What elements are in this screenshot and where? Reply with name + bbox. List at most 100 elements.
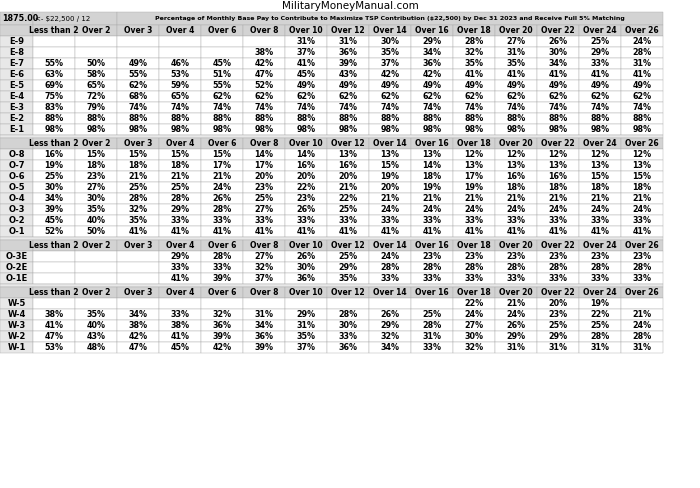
Text: 22%: 22% (590, 310, 610, 319)
Text: 16%: 16% (339, 161, 358, 170)
Bar (285, 273, 327, 284)
Text: 28%: 28% (632, 48, 652, 57)
Bar (117, 240, 159, 251)
Text: 21%: 21% (422, 194, 442, 203)
Bar (75, 113, 117, 124)
Bar (411, 215, 453, 226)
Text: 35%: 35% (465, 59, 484, 68)
Text: 13%: 13% (423, 150, 442, 159)
Bar (537, 342, 579, 353)
Text: 30%: 30% (87, 194, 106, 203)
Bar (369, 309, 411, 320)
Text: 39%: 39% (213, 274, 232, 283)
Text: 15%: 15% (87, 150, 106, 159)
Text: 62%: 62% (128, 81, 148, 90)
Text: 24%: 24% (632, 321, 652, 330)
Text: 21%: 21% (170, 172, 190, 181)
Bar (0, 320, 33, 331)
Text: 65%: 65% (171, 92, 190, 101)
Bar (453, 113, 495, 124)
Text: 21%: 21% (548, 194, 568, 203)
Bar (201, 331, 243, 342)
Bar (411, 273, 453, 284)
Text: 25%: 25% (590, 321, 610, 330)
Text: 24%: 24% (380, 252, 400, 261)
Text: 23%: 23% (548, 310, 568, 319)
Text: 28%: 28% (422, 321, 442, 330)
Bar (0, 193, 33, 204)
Text: 18%: 18% (170, 161, 190, 170)
Bar (33, 204, 75, 215)
Bar (33, 171, 75, 182)
Bar (285, 298, 327, 309)
Bar (453, 262, 495, 273)
Text: 43%: 43% (339, 70, 358, 79)
Bar (0, 80, 33, 91)
Bar (117, 320, 159, 331)
Text: Over 24: Over 24 (583, 241, 617, 250)
Text: Over 22: Over 22 (541, 139, 575, 148)
Bar (75, 204, 117, 215)
Bar (411, 342, 453, 353)
Text: 33%: 33% (633, 274, 652, 283)
Text: 23%: 23% (632, 252, 652, 261)
Bar (453, 273, 495, 284)
Bar (579, 149, 621, 160)
Bar (285, 182, 327, 193)
Text: 59%: 59% (171, 81, 190, 90)
Text: 62%: 62% (548, 92, 568, 101)
Text: O-2: O-2 (8, 216, 24, 225)
Text: 98%: 98% (44, 125, 64, 134)
Bar (327, 25, 369, 36)
Text: Over 16: Over 16 (415, 288, 449, 297)
Bar (453, 320, 495, 331)
Text: 34%: 34% (381, 343, 400, 352)
Bar (285, 215, 327, 226)
Text: 62%: 62% (338, 92, 358, 101)
Bar (75, 149, 117, 160)
Bar (411, 331, 453, 342)
Text: 21%: 21% (632, 310, 652, 319)
Bar (159, 182, 201, 193)
Text: Over 3: Over 3 (124, 241, 152, 250)
Text: W-3: W-3 (8, 321, 26, 330)
Text: 41%: 41% (45, 321, 64, 330)
Text: 41%: 41% (171, 332, 190, 341)
Bar (0, 284, 663, 287)
Bar (453, 80, 495, 91)
Bar (411, 171, 453, 182)
Bar (411, 287, 453, 298)
Bar (537, 226, 579, 237)
Bar (243, 36, 285, 47)
Bar (453, 25, 495, 36)
Text: 23%: 23% (296, 194, 316, 203)
Bar (201, 149, 243, 160)
Bar (327, 58, 369, 69)
Text: 17%: 17% (213, 161, 232, 170)
Text: 38%: 38% (128, 321, 148, 330)
Text: 20%: 20% (548, 299, 568, 308)
Bar (369, 138, 411, 149)
Text: 20%: 20% (380, 183, 400, 192)
Text: 41%: 41% (549, 227, 568, 236)
Text: Over 26: Over 26 (625, 139, 659, 148)
Bar (0, 240, 33, 251)
Bar (201, 320, 243, 331)
Text: Over 22: Over 22 (541, 241, 575, 250)
Bar (117, 80, 159, 91)
Bar (0, 160, 33, 171)
Bar (495, 47, 537, 58)
Text: 24%: 24% (548, 205, 568, 214)
Text: 18%: 18% (632, 183, 652, 192)
Bar (33, 69, 75, 80)
Bar (369, 113, 411, 124)
Text: 88%: 88% (254, 114, 274, 123)
Text: 15%: 15% (381, 161, 400, 170)
Bar (621, 91, 663, 102)
Bar (327, 193, 369, 204)
Text: Over 10: Over 10 (289, 241, 323, 250)
Text: 33%: 33% (507, 216, 526, 225)
Text: Over 12: Over 12 (331, 26, 365, 35)
Bar (369, 69, 411, 80)
Text: Less than 2: Less than 2 (29, 288, 78, 297)
